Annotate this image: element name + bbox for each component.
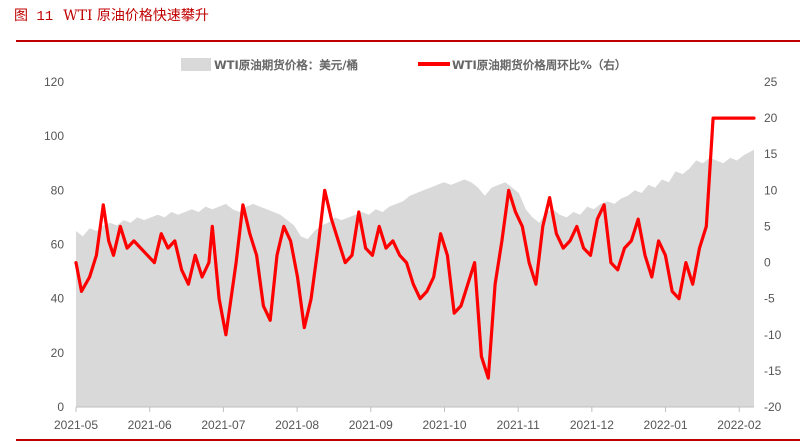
y-right-tick-label: 0 bbox=[764, 256, 771, 270]
x-tick-label: 2021-12 bbox=[570, 418, 614, 432]
axis-layer: 2021-05 2021-06 2021-07 2021-08 2021-09 2021-… bbox=[44, 75, 782, 432]
x-tick-label: 2022-02 bbox=[717, 418, 761, 432]
y-right-tick-label: 15 bbox=[764, 147, 778, 161]
x-tick-label: 2022-01 bbox=[644, 418, 688, 432]
x-tick-label: 2021-08 bbox=[275, 418, 319, 432]
y-left-tick-label: 60 bbox=[51, 238, 65, 252]
legend-label-weekly-change: WTI原油期货价格周环比%（右） bbox=[452, 58, 626, 72]
y-right-tick-label: 25 bbox=[764, 75, 778, 89]
y-left-tick-label: 100 bbox=[44, 129, 64, 143]
y-right-tick-label: 5 bbox=[764, 219, 771, 233]
y-left-tick-label: 120 bbox=[44, 75, 64, 89]
y-left-tick-label: 80 bbox=[51, 183, 65, 197]
y-left-tick-label: 20 bbox=[51, 346, 65, 360]
weekly-change-line-layer bbox=[74, 116, 756, 380]
y-right-tick-label: -10 bbox=[764, 328, 782, 342]
weekly-change-line bbox=[74, 116, 756, 380]
legend: WTI原油期货价格：美元/桶 WTI原油期货价格周环比%（右） bbox=[181, 58, 626, 72]
x-tick-label: 2021-11 bbox=[497, 418, 540, 432]
bottom-rule bbox=[16, 439, 800, 441]
x-tick-label: 2021-10 bbox=[422, 418, 466, 432]
y-left-tick-label: 0 bbox=[57, 400, 64, 414]
y-right-tick-label: -20 bbox=[764, 400, 782, 414]
figure-title: 图 11 WTI 原油价格快速攀升 bbox=[14, 5, 209, 25]
legend-swatch-price bbox=[181, 58, 211, 71]
x-tick-label: 2021-09 bbox=[349, 418, 393, 432]
figure-title-text: WTI 原油价格快速攀升 bbox=[63, 8, 209, 24]
x-tick-label: 2021-06 bbox=[128, 418, 172, 432]
y-left-tick-label: 40 bbox=[51, 292, 65, 306]
x-tick-label: 2021-07 bbox=[201, 418, 245, 432]
legend-label-price: WTI原油期货价格：美元/桶 bbox=[214, 58, 358, 72]
y-right-tick-label: 20 bbox=[764, 111, 778, 125]
top-rule bbox=[16, 40, 800, 42]
y-right-tick-label: 10 bbox=[764, 183, 778, 197]
x-tick-label: 2021-05 bbox=[54, 418, 98, 432]
y-right-tick-label: -5 bbox=[764, 292, 775, 306]
figure-number: 图 11 bbox=[14, 9, 54, 25]
y-right-tick-label: -15 bbox=[764, 364, 782, 378]
